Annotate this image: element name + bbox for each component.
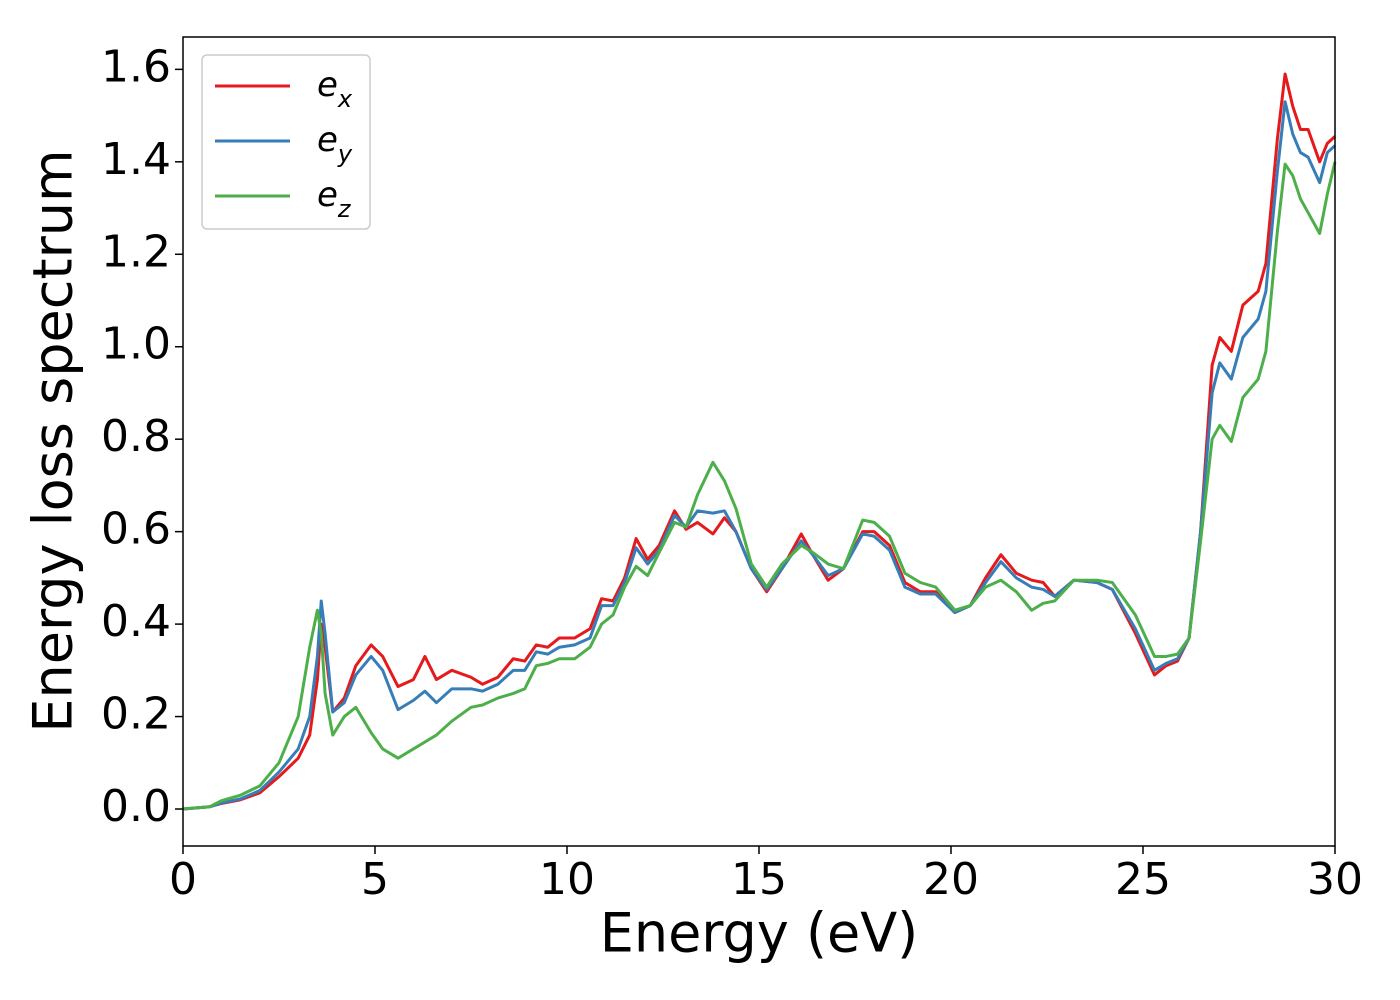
plot-frame <box>182 36 1336 847</box>
y-tick-label: 0.4 <box>101 596 171 647</box>
y-tick-label: 0.8 <box>101 411 171 462</box>
y-tick-label: 1.4 <box>101 134 171 185</box>
x-tick-label: 5 <box>361 854 389 905</box>
y-tick-label: 0.0 <box>101 781 171 832</box>
legend-label: ey <box>317 120 353 169</box>
y-tick-label: 0.6 <box>101 504 171 555</box>
y-tick-label: 1.6 <box>101 41 171 92</box>
legend-label: ez <box>317 175 352 224</box>
x-tick-label: 30 <box>1307 854 1363 905</box>
x-tick-label: 20 <box>923 854 979 905</box>
x-tick-label: 25 <box>1115 854 1171 905</box>
y-tick-label: 1.2 <box>101 226 171 277</box>
data-line <box>182 161 1337 811</box>
legend: ex ey ez <box>201 54 371 230</box>
x-tick-label: 10 <box>539 854 595 905</box>
y-tick-label: 0.2 <box>101 689 171 740</box>
x-tick-label: 0 <box>169 854 197 905</box>
y-axis-label: Energy loss spectrum <box>22 149 85 732</box>
legend-label: ex <box>317 65 353 114</box>
x-axis-label: Energy (eV) <box>600 902 919 965</box>
y-tick-label: 1.0 <box>101 319 171 370</box>
x-tick-label: 15 <box>731 854 787 905</box>
